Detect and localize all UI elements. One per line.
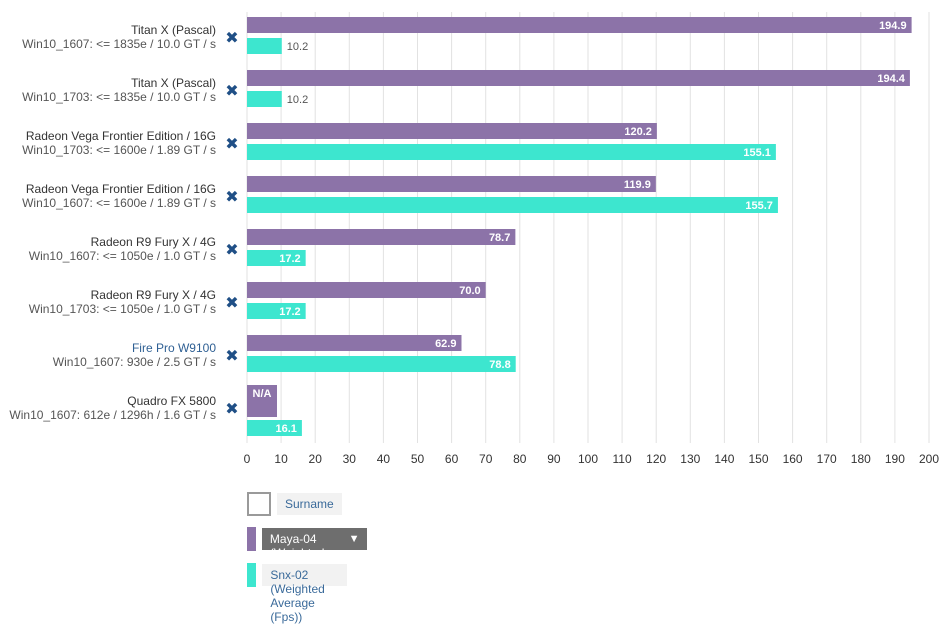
x-tick-label: 50 xyxy=(411,452,425,466)
bar-maya[interactable] xyxy=(247,282,486,298)
bar-maya-label: 62.9 xyxy=(435,338,456,350)
x-tick-label: 140 xyxy=(714,452,734,466)
bar-maya-label: 119.9 xyxy=(624,179,651,191)
x-tick-label: 10 xyxy=(274,452,288,466)
bar-maya-label: 194.4 xyxy=(877,73,905,85)
bar-maya-label: N/A xyxy=(253,388,272,400)
x-tick-label: 20 xyxy=(309,452,323,466)
bar-snx-label: 16.1 xyxy=(275,423,296,435)
bar-snx-label: 17.2 xyxy=(279,253,300,265)
bar-snx-label: 78.8 xyxy=(489,359,510,371)
close-x-icon[interactable]: ✖ xyxy=(225,134,238,153)
bar-snx-label: 155.1 xyxy=(743,147,771,159)
category-subtitle: Win10_1703: <= 1835e / 10.0 GT / s xyxy=(22,90,216,104)
x-tick-label: 130 xyxy=(680,452,700,466)
legend-maya-select[interactable]: Maya-04 (Weighted Average (Fps)) ▼ xyxy=(261,528,368,588)
close-x-icon[interactable]: ✖ xyxy=(225,293,238,312)
close-x-icon[interactable]: ✖ xyxy=(225,240,238,259)
x-tick-label: 150 xyxy=(748,452,768,466)
x-tick-label: 160 xyxy=(783,452,803,466)
category-subtitle: Win10_1703: <= 1050e / 1.0 GT / s xyxy=(29,302,216,316)
close-x-icon[interactable]: ✖ xyxy=(225,81,238,100)
x-tick-label: 0 xyxy=(244,452,251,466)
legend-surname-label[interactable]: Surname xyxy=(277,493,342,515)
bar-snx[interactable] xyxy=(247,356,516,372)
bar-snx-label: 10.2 xyxy=(287,94,308,106)
x-tick-label: 200 xyxy=(919,452,939,466)
category-name: Radeon R9 Fury X / 4G xyxy=(91,288,216,302)
bar-snx[interactable] xyxy=(247,303,306,319)
maya-swatch[interactable] xyxy=(247,527,256,551)
bar-snx-label: 10.2 xyxy=(287,41,308,53)
bar-snx[interactable] xyxy=(247,420,302,436)
x-tick-label: 180 xyxy=(851,452,871,466)
x-tick-label: 60 xyxy=(445,452,459,466)
bar-maya-label: 194.9 xyxy=(879,20,907,32)
category-subtitle: Win10_1607: 930e / 2.5 GT / s xyxy=(53,355,216,369)
bar-snx[interactable] xyxy=(247,197,778,213)
category-subtitle: Win10_1607: <= 1600e / 1.89 GT / s xyxy=(22,196,216,210)
legend-snx-label[interactable]: Snx-02 (Weighted Average (Fps)) xyxy=(262,564,348,624)
category-name: Radeon R9 Fury X / 4G xyxy=(91,235,216,249)
bar-maya[interactable] xyxy=(247,229,516,245)
x-tick-label: 100 xyxy=(578,452,598,466)
bar-maya-label: 78.7 xyxy=(489,232,510,244)
bar-snx-label: 17.2 xyxy=(279,306,300,318)
bar-maya-na[interactable] xyxy=(247,385,277,417)
bar-maya[interactable] xyxy=(247,70,910,86)
bar-chart: 0 10 20 30 40 50 60 70 80 90 100 110 120 130 140 150 160… xyxy=(9,12,939,466)
close-x-icon[interactable]: ✖ xyxy=(225,399,238,418)
category-name: Radeon Vega Frontier Edition / 16G xyxy=(26,129,216,143)
x-tick-label: 190 xyxy=(885,452,905,466)
bar-snx[interactable] xyxy=(247,91,282,107)
x-tick-label: 70 xyxy=(479,452,493,466)
x-tick-label: 110 xyxy=(613,452,632,466)
category-name: Radeon Vega Frontier Edition / 16G xyxy=(26,182,216,196)
bar-snx[interactable] xyxy=(247,38,282,54)
dropdown-arrow-icon[interactable]: ▼ xyxy=(348,533,360,545)
legend-row-snx[interactable]: Snx-02 (Weighted Average (Fps)) xyxy=(247,562,348,624)
close-x-icon[interactable]: ✖ xyxy=(225,346,238,365)
x-tick-label: 90 xyxy=(547,452,561,466)
category-name: Titan X (Pascal) xyxy=(131,23,216,37)
legend-row-maya[interactable]: Maya-04 (Weighted Average (Fps)) ▼ xyxy=(247,526,368,588)
category-subtitle: Win10_1607: 612e / 1296h / 1.6 GT / s xyxy=(9,408,216,422)
bar-maya[interactable] xyxy=(247,123,657,139)
bar-maya[interactable] xyxy=(247,17,912,33)
x-tick-label: 80 xyxy=(513,452,527,466)
bar-maya[interactable] xyxy=(247,176,656,192)
surname-swatch[interactable] xyxy=(247,492,271,516)
close-x-icon[interactable]: ✖ xyxy=(225,28,238,47)
x-tick-label: 40 xyxy=(377,452,391,466)
close-x-icon[interactable]: ✖ xyxy=(225,187,238,206)
x-tick-label: 120 xyxy=(646,452,666,466)
x-tick-label: 30 xyxy=(343,452,357,466)
category-name: Quadro FX 5800 xyxy=(127,394,216,408)
x-tick-label: 170 xyxy=(817,452,837,466)
bar-maya[interactable] xyxy=(247,335,462,351)
category-subtitle: Win10_1703: <= 1600e / 1.89 GT / s xyxy=(22,143,216,157)
category-name: Titan X (Pascal) xyxy=(131,76,216,90)
bar-snx[interactable] xyxy=(247,250,306,266)
bar-snx-label: 155.7 xyxy=(745,200,773,212)
snx-swatch[interactable] xyxy=(247,563,257,587)
category-subtitle: Win10_1607: <= 1050e / 1.0 GT / s xyxy=(29,249,216,263)
bar-snx[interactable] xyxy=(247,144,776,160)
category-subtitle: Win10_1607: <= 1835e / 10.0 GT / s xyxy=(22,37,216,51)
bar-maya-label: 70.0 xyxy=(459,285,480,297)
category-name[interactable]: Fire Pro W9100 xyxy=(132,341,216,355)
bar-maya-label: 120.2 xyxy=(624,126,652,138)
legend-row-surname[interactable]: Surname xyxy=(247,491,342,517)
